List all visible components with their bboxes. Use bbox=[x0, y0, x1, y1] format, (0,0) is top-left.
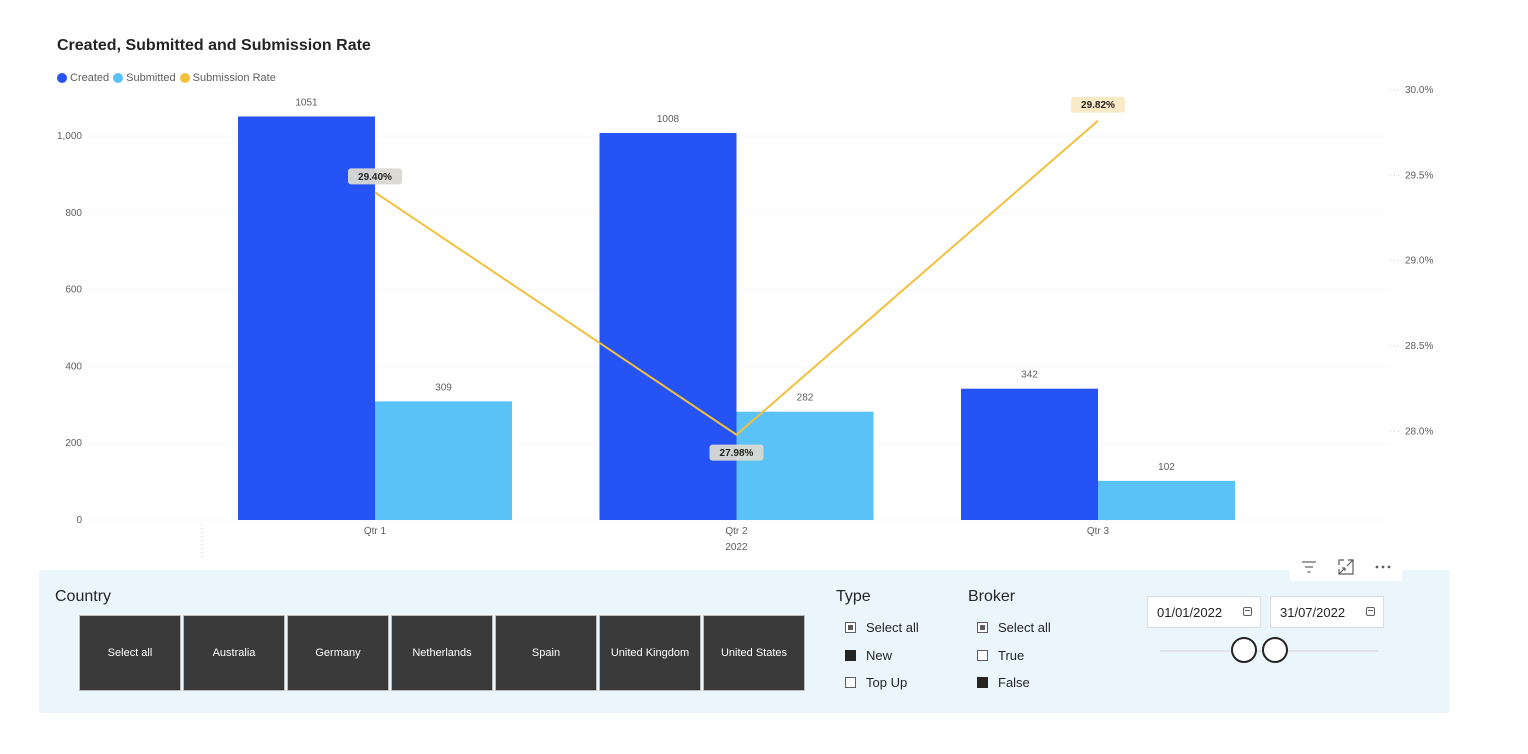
legend-item-submission-rate[interactable]: Submission Rate bbox=[179, 72, 276, 84]
y-right-tick-label: 29.0% bbox=[1405, 256, 1433, 267]
rate-label-box bbox=[709, 444, 764, 461]
bar-created bbox=[599, 133, 737, 520]
bar-data-label: 309 bbox=[435, 382, 452, 393]
date-range-start-handle[interactable] bbox=[1231, 637, 1257, 663]
y-right-tick-label: 30.0% bbox=[1405, 85, 1433, 96]
chart-title: Created, Submitted and Submission Rate bbox=[57, 37, 371, 54]
broker-option-true[interactable]: True bbox=[977, 642, 1051, 670]
type-slicer-title: Type bbox=[836, 588, 871, 605]
bar-submitted bbox=[1098, 480, 1235, 520]
bar-created bbox=[961, 388, 1098, 520]
legend-dot-submission-rate bbox=[179, 73, 190, 83]
calendar-icon[interactable] bbox=[1366, 607, 1375, 616]
date-range-end-handle[interactable] bbox=[1262, 637, 1288, 663]
country-button-united-kingdom[interactable]: United Kingdom bbox=[599, 615, 701, 691]
submission-rate-line bbox=[374, 119, 1099, 436]
bar-data-label: 342 bbox=[1021, 370, 1038, 381]
filter-icon[interactable] bbox=[1298, 556, 1320, 578]
legend-label-created: Created bbox=[70, 72, 110, 84]
legend-label-submission-rate: Submission Rate bbox=[192, 72, 276, 84]
country-slicer: Select all Australia Germany Netherlands… bbox=[79, 615, 807, 691]
calendar-icon[interactable] bbox=[1243, 607, 1252, 616]
country-button-netherlands[interactable]: Netherlands bbox=[391, 615, 493, 691]
checkbox-icon[interactable] bbox=[845, 677, 856, 689]
country-button-germany[interactable]: Germany bbox=[287, 615, 389, 691]
bar-data-label: 102 bbox=[1158, 462, 1175, 473]
country-button-select-all[interactable]: Select all bbox=[79, 615, 181, 691]
legend-dot-created bbox=[57, 73, 67, 83]
broker-slicer: Select all True False bbox=[977, 614, 1051, 697]
legend-item-submitted[interactable]: Submitted bbox=[113, 72, 176, 84]
legend-item-created[interactable]: Created bbox=[57, 72, 109, 84]
country-button-spain[interactable]: Spain bbox=[495, 615, 597, 691]
rate-data-label: 29.40% bbox=[358, 172, 392, 183]
checkbox-icon[interactable] bbox=[977, 649, 988, 661]
country-button-australia[interactable]: Australia bbox=[183, 615, 285, 691]
rate-label-box bbox=[1071, 96, 1125, 113]
rate-data-label: 29.82% bbox=[1081, 100, 1115, 111]
checkbox-icon[interactable] bbox=[845, 649, 856, 661]
y-right-tick-label: 29.5% bbox=[1405, 170, 1433, 181]
legend-dot-submitted bbox=[113, 73, 124, 83]
y-right-tick-label: 28.0% bbox=[1405, 426, 1433, 437]
x-group-label: 2022 bbox=[725, 542, 748, 553]
y-left-tick-label: 1,000 bbox=[57, 131, 82, 142]
type-option-top-up[interactable]: Top Up bbox=[845, 669, 919, 697]
y-left-tick-label: 600 bbox=[65, 285, 82, 296]
checkbox-icon[interactable] bbox=[845, 622, 856, 634]
y-left-tick-label: 400 bbox=[65, 361, 82, 372]
type-option-label: Select all bbox=[866, 620, 919, 636]
type-option-label: Top Up bbox=[866, 675, 908, 691]
visual-header bbox=[1290, 553, 1402, 581]
focus-mode-icon[interactable] bbox=[1335, 556, 1357, 578]
legend-label-submitted: Submitted bbox=[126, 72, 176, 84]
y-left-tick-label: 200 bbox=[65, 438, 82, 449]
type-option-new[interactable]: New bbox=[845, 642, 919, 670]
end-date-input[interactable]: 31/07/2022 bbox=[1270, 596, 1384, 628]
end-date-value: 31/07/2022 bbox=[1280, 604, 1346, 620]
country-slicer-title: Country bbox=[55, 588, 112, 605]
broker-option-select-all[interactable]: Select all bbox=[977, 614, 1051, 642]
more-options-icon[interactable] bbox=[1372, 556, 1394, 578]
bar-submitted bbox=[736, 411, 874, 520]
broker-option-label: True bbox=[998, 647, 1025, 663]
broker-slicer-title: Broker bbox=[968, 588, 1016, 605]
broker-option-false[interactable]: False bbox=[977, 669, 1051, 697]
combo-chart: 0 200 400 600 800 1,000 28.0% 28.5% 29.0% 29.5% 30… bbox=[57, 85, 1433, 558]
checkbox-icon[interactable] bbox=[977, 622, 988, 634]
x-tick-label: Qtr 1 bbox=[364, 526, 387, 537]
type-slicer: Select all New Top Up bbox=[845, 614, 919, 697]
start-date-input[interactable]: 01/01/2022 bbox=[1147, 596, 1261, 628]
chart-legend: Created Submitted Submission Rate bbox=[57, 72, 280, 84]
y-right-tick-label: 28.5% bbox=[1405, 341, 1433, 352]
checkbox-icon[interactable] bbox=[977, 677, 988, 689]
broker-option-label: False bbox=[998, 675, 1030, 691]
bar-data-label: 282 bbox=[797, 393, 814, 404]
country-button-united-states[interactable]: United States bbox=[703, 615, 805, 691]
type-option-select-all[interactable]: Select all bbox=[845, 614, 919, 642]
y-left-tick-label: 800 bbox=[65, 208, 82, 219]
rate-data-label: 27.98% bbox=[720, 448, 754, 459]
bar-data-label: 1051 bbox=[295, 97, 318, 108]
type-option-label: New bbox=[866, 647, 893, 663]
bar-submitted bbox=[375, 401, 512, 520]
bar-data-label: 1008 bbox=[657, 114, 680, 125]
start-date-value: 01/01/2022 bbox=[1157, 604, 1223, 620]
broker-option-label: Select all bbox=[998, 620, 1051, 636]
x-tick-label: Qtr 3 bbox=[1087, 526, 1110, 537]
rate-label-box bbox=[348, 168, 402, 185]
y-left-tick-label: 0 bbox=[76, 515, 82, 526]
x-tick-label: Qtr 2 bbox=[725, 526, 748, 537]
